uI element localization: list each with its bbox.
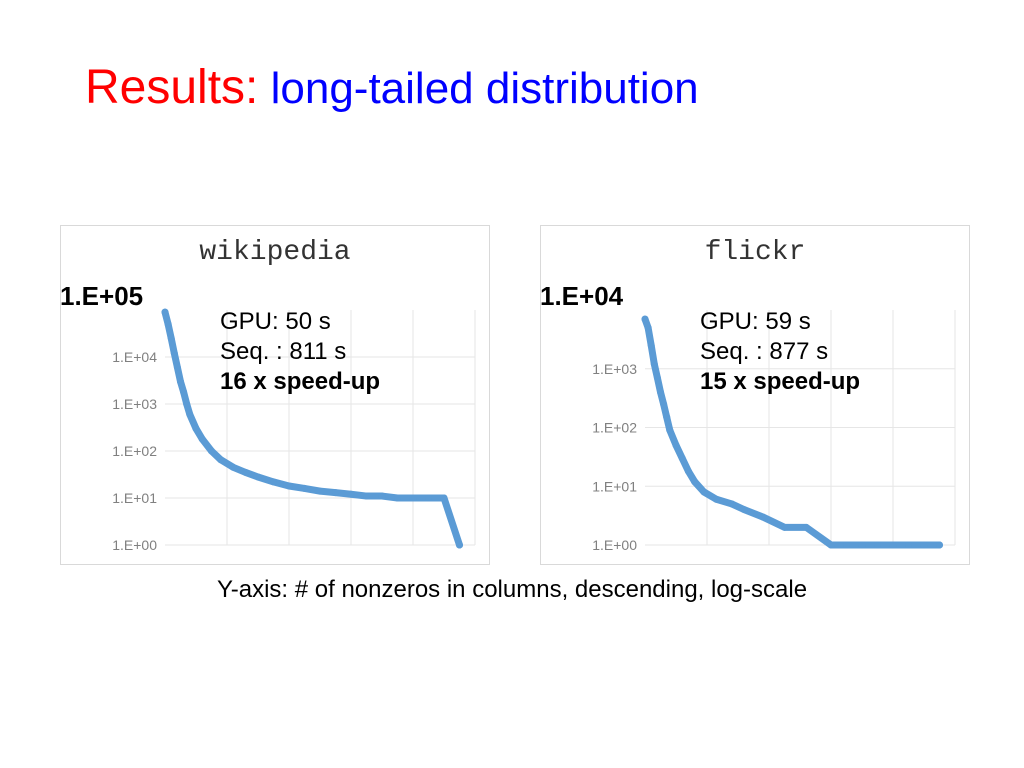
svg-text:1.E+03: 1.E+03 <box>592 361 637 377</box>
gpu-line: GPU: 50 s <box>220 307 380 337</box>
svg-text:1.E+04: 1.E+04 <box>112 349 157 365</box>
chart-headline: 1.E+05 <box>60 281 143 312</box>
chart-flickr: 1.E+00 1.E+01 1.E+02 1.E+03 flickr 1.E+04 G… <box>540 225 970 565</box>
chart-title: wikipedia <box>60 237 490 268</box>
seq-line: Seq. : 811 s <box>220 337 380 367</box>
svg-text:1.E+01: 1.E+01 <box>112 490 157 506</box>
chart-title: flickr <box>540 237 970 268</box>
svg-text:1.E+01: 1.E+01 <box>592 478 637 494</box>
svg-text:1.E+00: 1.E+00 <box>592 537 637 553</box>
speedup-line: 16 x speed-up <box>220 367 380 397</box>
svg-text:1.E+00: 1.E+00 <box>112 537 157 553</box>
chart-annotation: GPU: 50 s Seq. : 811 s 16 x speed-up <box>220 307 380 397</box>
svg-text:1.E+03: 1.E+03 <box>112 396 157 412</box>
svg-text:1.E+02: 1.E+02 <box>112 443 157 459</box>
gpu-line: GPU: 59 s <box>700 307 860 337</box>
title-prefix: Results: <box>85 61 258 114</box>
seq-line: Seq. : 877 s <box>700 337 860 367</box>
svg-text:1.E+02: 1.E+02 <box>592 420 637 436</box>
speedup-line: 15 x speed-up <box>700 367 860 397</box>
chart-annotation: GPU: 59 s Seq. : 877 s 15 x speed-up <box>700 307 860 397</box>
chart-wikipedia: 1.E+00 1.E+01 1.E+02 1.E+03 1.E+04 wikipedia… <box>60 225 490 565</box>
chart-headline: 1.E+04 <box>540 281 623 312</box>
slide-title: Results: long-tailed distribution <box>85 60 699 115</box>
title-suffix: long-tailed distribution <box>258 64 698 113</box>
axis-caption: Y-axis: # of nonzeros in columns, descen… <box>0 576 1024 604</box>
